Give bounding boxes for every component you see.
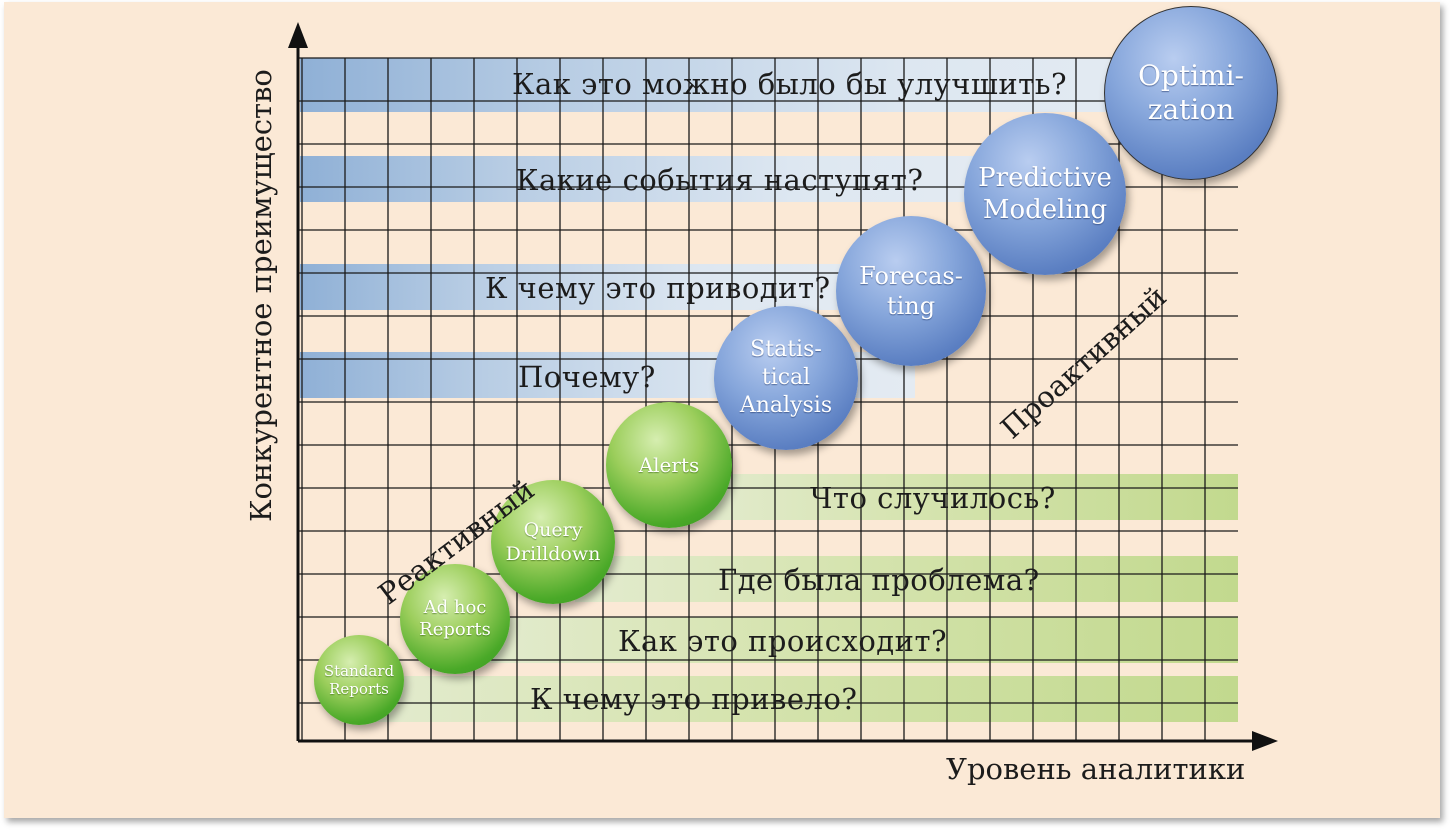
band-improve — [300, 58, 1170, 112]
band-leads-to — [300, 264, 875, 310]
stage-statistical-analysis: Statis- tical Analysis — [714, 306, 858, 450]
question-improve: Как это можно было бы улучшить? — [512, 67, 1068, 101]
stage-standard-reports: Standard Reports — [314, 635, 404, 725]
stage-predictive-modeling: Predictive Modeling — [964, 113, 1126, 275]
question-where-problem: Где была проблема? — [718, 563, 1040, 597]
question-what-happened: Что случилось? — [810, 481, 1056, 515]
band-how-happens — [470, 617, 1238, 663]
band-led-to — [365, 676, 1238, 722]
y-axis-label: Конкурентное преимущество — [244, 69, 278, 522]
band-events — [300, 156, 1000, 202]
stage-adhoc-reports: Ad hoc Reports — [400, 564, 510, 674]
question-how-happens: Как это происходит? — [618, 624, 948, 658]
question-why: Почему? — [518, 360, 656, 394]
y-axis-arrow — [288, 22, 308, 48]
question-leads-to: К чему это приводит? — [485, 271, 831, 305]
band-what-happened — [690, 474, 1238, 520]
stage-forecasting: Forecas- ting — [836, 216, 986, 366]
stage-alerts: Alerts — [606, 402, 732, 528]
band-where-problem — [575, 556, 1238, 602]
grid — [298, 57, 1238, 741]
stage-optimization: Optimi- zation — [1104, 6, 1278, 180]
x-axis-arrow — [1252, 731, 1278, 751]
question-led-to: К чему это привело? — [530, 682, 858, 716]
x-axis-label: Уровень аналитики — [946, 752, 1246, 786]
question-events: Какие события наступят? — [516, 163, 924, 197]
stage-query-drilldown: Query Drilldown — [491, 480, 615, 604]
